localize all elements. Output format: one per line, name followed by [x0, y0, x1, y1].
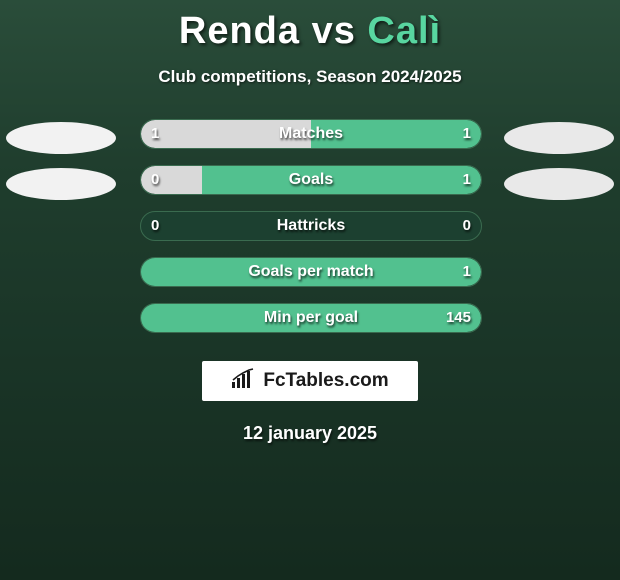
stat-row: Matches11	[0, 115, 620, 161]
bars-icon	[231, 368, 257, 395]
stat-label: Hattricks	[141, 212, 481, 240]
stat-row: Goals per match1	[0, 253, 620, 299]
fill-player-a	[141, 120, 311, 148]
fill-player-a	[141, 166, 202, 194]
subtitle: Club competitions, Season 2024/2025	[0, 67, 620, 87]
vs-separator: vs	[312, 10, 356, 52]
player-a-name: Renda	[179, 10, 300, 52]
stat-row: Goals01	[0, 161, 620, 207]
brand-badge[interactable]: FcTables.com	[202, 361, 418, 401]
stat-bar: Matches11	[140, 119, 482, 149]
footer-date: 12 january 2025	[0, 423, 620, 444]
stat-bar: Hattricks0 0	[140, 211, 482, 241]
fill-player-b	[141, 258, 481, 286]
player-b-ellipse	[504, 168, 614, 200]
player-b-ellipse	[504, 122, 614, 154]
stat-row: Hattricks0 0	[0, 207, 620, 253]
stat-value-b: 0	[463, 212, 471, 240]
stat-value-a: 0	[151, 212, 159, 240]
fill-player-b	[141, 304, 481, 332]
brand-text: FcTables.com	[263, 370, 388, 392]
fill-player-b	[311, 120, 481, 148]
page-title: Renda vs Calì	[0, 10, 620, 53]
stat-row: Min per goal145	[0, 299, 620, 345]
stat-rows: Matches11 Goals01 Hattricks0 0 Goals per mat…	[0, 115, 620, 345]
player-a-ellipse	[6, 168, 116, 200]
player-a-ellipse	[6, 122, 116, 154]
stat-bar: Goals01	[140, 165, 482, 195]
stat-bar: Min per goal145	[140, 303, 482, 333]
player-b-name: Calì	[367, 10, 441, 52]
fill-player-b	[202, 166, 481, 194]
stat-bar: Goals per match1	[140, 257, 482, 287]
